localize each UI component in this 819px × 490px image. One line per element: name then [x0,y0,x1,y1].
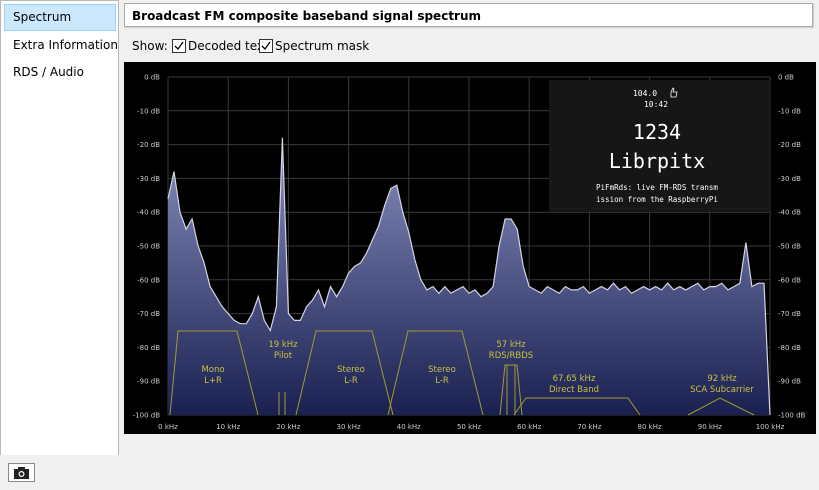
y2-tick-label: -60 dB [778,276,801,284]
x-tick-label: 10 kHz [216,423,240,431]
check [261,41,271,51]
show-label: Show: [132,39,168,53]
rds-radiotext: PiFmRds: live FM-RDS transm [596,183,718,192]
mask-label: Stereo [337,365,365,375]
nav-item[interactable]: Extra Information [13,38,118,52]
header: Broadcast FM composite baseband signal s… [124,3,813,27]
sidebar: Spectrum Extra Information RDS / Audio [0,0,119,456]
y2-tick-label: -90 dB [778,378,801,386]
mask-label: 57 kHz [496,340,526,350]
y2-tick-label: -100 dB [778,412,806,420]
mask-label: Stereo [428,365,456,375]
mask-label: L-R [344,376,358,386]
y-tick-label: -100 dB [133,412,161,420]
spectrum-line [167,137,771,416]
checkbox[interactable] [172,39,186,53]
y2-tick-label: -20 dB [778,141,801,149]
spectrum-area [168,137,770,416]
mask-label: 92 kHz [707,374,737,384]
rds-ps: Librpitx [609,149,705,173]
x-tick-label: 40 kHz [397,423,421,431]
mask-label: Direct Band [549,385,599,395]
y2-tick-label: -30 dB [778,175,801,183]
mask-label: SCA Subcarrier [690,385,754,395]
mask-label: 67.65 kHz [553,374,596,384]
y-tick-label: -60 dB [137,276,160,284]
x-tick-label: 70 kHz [577,423,601,431]
y2-tick-label: -50 dB [778,243,801,251]
spectrum-mask [169,330,755,416]
y-tick-label: -40 dB [137,209,160,217]
screenshot-button[interactable] [8,463,36,483]
x-tick-label: 20 kHz [276,423,300,431]
y-tick-label: -30 dB [137,175,160,183]
x-tick-label: 60 kHz [517,423,541,431]
x-tick-label: 30 kHz [337,423,361,431]
x-tick-label: 100 kHz [756,423,785,431]
y2-tick-label: -10 dB [778,107,801,115]
y2-tick-label: -40 dB [778,209,801,217]
y-tick-label: -70 dB [137,310,160,318]
x-tick-label: 90 kHz [698,423,722,431]
y-tick-label: -90 dB [137,378,160,386]
rds-time: 10:42 [644,100,668,109]
x-tick-label: 80 kHz [638,423,662,431]
mask-label: L+R [204,376,222,386]
mask-label: Mono [201,365,224,375]
mask-label: RDS/RBDS [489,351,533,361]
y-tick-label: -80 dB [137,344,160,352]
y2-tick-label: 0 dB [778,74,794,82]
nav-item[interactable]: RDS / Audio [13,65,84,79]
rds-pi: 1234 [633,120,681,144]
selection [4,4,116,31]
mask-label: 19 kHz [268,340,298,350]
y-tick-label: -10 dB [137,107,160,115]
mask-label: Pilot [274,351,293,361]
status-bar [0,455,819,490]
y2-tick-label: -80 dB [778,344,801,352]
nav-item[interactable]: Spectrum [13,10,72,24]
y2-tick-label: -70 dB [778,310,801,318]
rds-radiotext: ission from the RaspberryPi [596,195,718,204]
rds-frequency: 104.0 [633,89,657,98]
rds-panel [549,80,770,212]
y-tick-label: -20 dB [137,141,160,149]
check [174,41,184,51]
checkbox[interactable] [259,39,273,53]
checkbox-label[interactable]: Decoded text [188,39,269,53]
checkbox-label[interactable]: Spectrum mask [275,39,370,53]
x-tick-label: 50 kHz [457,423,481,431]
mask-label: L-R [435,376,449,386]
thumbs-icon [670,87,678,98]
x-tick-label: 0 kHz [158,423,178,431]
y-tick-label: -50 dB [137,243,160,251]
y-tick-label: 0 dB [144,74,160,82]
